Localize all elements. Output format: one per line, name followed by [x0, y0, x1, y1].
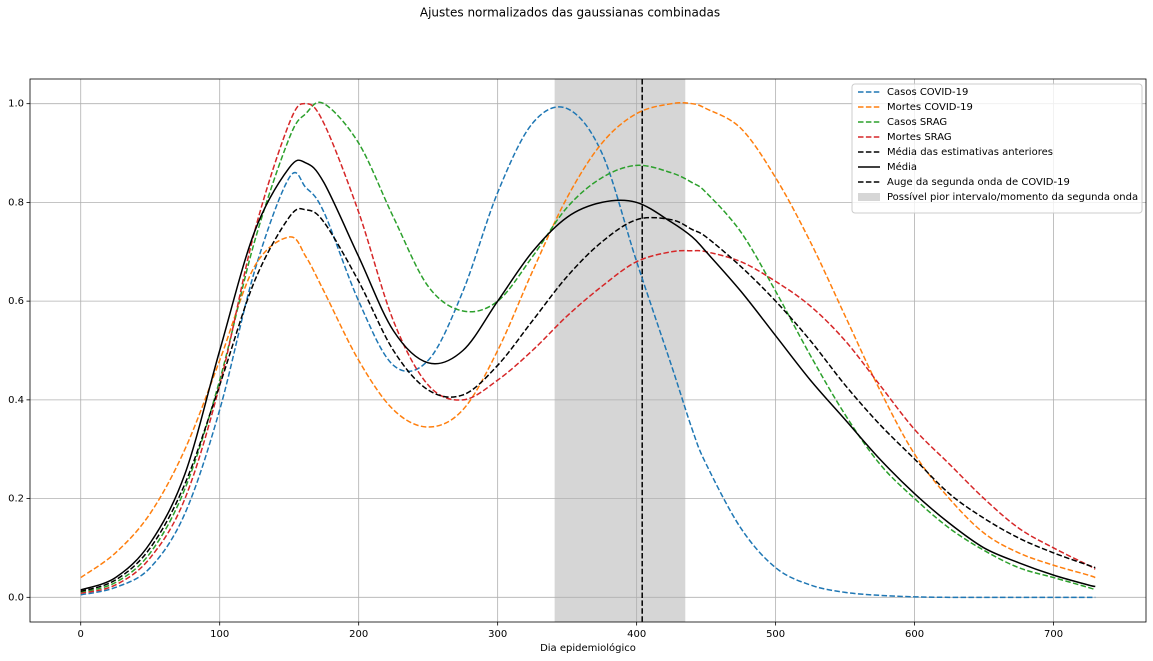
series-line — [80, 101, 1096, 594]
x-tick-label: 200 — [349, 629, 368, 640]
legend: Casos COVID-19 Mortes COVID-19 Casos SRAG M… — [851, 83, 1143, 214]
series-line — [80, 102, 1096, 595]
series-line — [80, 159, 1096, 591]
x-tick-label: 700 — [1044, 629, 1063, 640]
series-line — [80, 106, 1096, 599]
y-tick-label: 0.0 — [8, 592, 24, 603]
legend-label: Mortes SRAG — [887, 132, 952, 143]
x-tick-label: 600 — [905, 629, 924, 640]
legend-label: Mortes COVID-19 — [887, 102, 973, 113]
x-tick-label: 400 — [627, 629, 646, 640]
highlight-span — [554, 79, 686, 622]
legend-box — [851, 83, 1143, 214]
x-tick-label: 300 — [488, 629, 507, 640]
legend-label: Casos COVID-19 — [887, 87, 968, 98]
x-axis-label: Dia epidemiológico — [540, 642, 636, 654]
x-tick-label: 0 — [78, 629, 84, 640]
y-tick-label: 0.4 — [8, 395, 24, 406]
legend-label: Média das estimativas anteriores — [887, 146, 1053, 158]
legend-label: Casos SRAG — [887, 117, 947, 128]
x-tick-label: 500 — [766, 629, 785, 640]
y-tick-label: 0.8 — [8, 197, 24, 208]
legend-label: Auge da segunda onda de COVID-19 — [887, 177, 1070, 188]
y-tick-label: 1.0 — [8, 99, 24, 110]
chart-title: Ajustes normalizados das gaussianas comb… — [420, 6, 720, 20]
y-tick-label: 0.6 — [8, 296, 24, 307]
legend-label: Média — [887, 161, 917, 173]
y-tick-label: 0.2 — [8, 494, 24, 505]
x-tick-label: 100 — [210, 629, 229, 640]
legend-swatch — [858, 193, 880, 201]
legend-label: Possível pior intervalo/momento da segun… — [887, 191, 1138, 203]
series-line — [80, 207, 1096, 593]
plot-frame — [29, 78, 1147, 623]
